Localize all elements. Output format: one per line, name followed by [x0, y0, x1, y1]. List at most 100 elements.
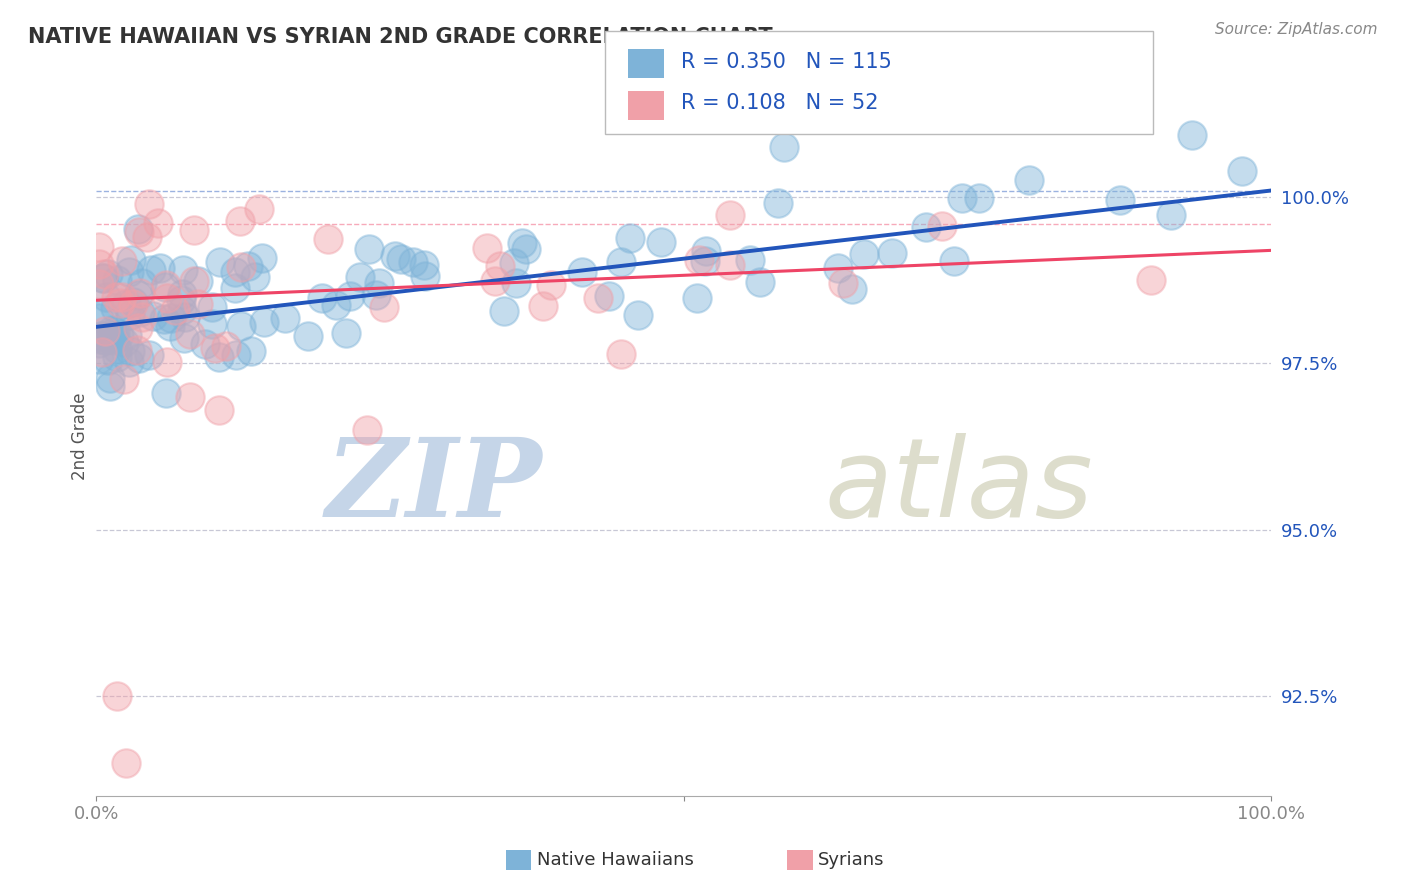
- Point: [229, 318, 252, 333]
- Point: [1018, 173, 1040, 187]
- Point: [105, 342, 128, 356]
- Point: [250, 251, 273, 265]
- Point: [87, 277, 110, 291]
- Point: [357, 242, 380, 256]
- Point: [225, 348, 247, 362]
- Point: [243, 270, 266, 285]
- Point: [155, 385, 177, 400]
- Point: [120, 253, 142, 268]
- Point: [688, 253, 710, 268]
- Point: [115, 297, 138, 311]
- Point: [204, 341, 226, 355]
- Point: [87, 311, 110, 326]
- Point: [93, 267, 115, 281]
- Point: [187, 274, 209, 288]
- Point: [93, 270, 115, 285]
- Point: [475, 241, 498, 255]
- Point: [125, 343, 148, 357]
- Point: [1230, 163, 1253, 178]
- Point: [135, 229, 157, 244]
- Point: [91, 344, 114, 359]
- Point: [1181, 128, 1204, 143]
- Point: [183, 223, 205, 237]
- Point: [349, 269, 371, 284]
- Point: [967, 191, 990, 205]
- Point: [841, 282, 863, 296]
- Point: [540, 278, 562, 293]
- Point: [155, 277, 177, 292]
- Point: [114, 756, 136, 770]
- Point: [98, 379, 121, 393]
- Point: [103, 333, 125, 347]
- Point: [586, 292, 609, 306]
- Point: [90, 332, 112, 346]
- Point: [156, 354, 179, 368]
- Point: [316, 232, 339, 246]
- Point: [104, 301, 127, 315]
- Point: [335, 326, 357, 340]
- Point: [105, 689, 128, 703]
- Point: [179, 326, 201, 341]
- Point: [105, 350, 128, 364]
- Point: [492, 304, 515, 318]
- Point: [931, 219, 953, 234]
- Point: [505, 276, 527, 290]
- Point: [718, 208, 741, 222]
- Point: [510, 235, 533, 250]
- Point: [104, 324, 127, 338]
- Point: [90, 328, 112, 343]
- Text: Source: ZipAtlas.com: Source: ZipAtlas.com: [1215, 22, 1378, 37]
- Point: [169, 293, 191, 307]
- Point: [127, 222, 149, 236]
- Point: [339, 289, 361, 303]
- Point: [101, 323, 124, 337]
- Point: [610, 347, 633, 361]
- Text: R = 0.350   N = 115: R = 0.350 N = 115: [681, 52, 891, 72]
- Point: [686, 292, 709, 306]
- Point: [170, 303, 193, 318]
- Point: [650, 235, 672, 249]
- Point: [138, 348, 160, 362]
- Point: [122, 295, 145, 310]
- Point: [142, 310, 165, 324]
- Point: [773, 140, 796, 154]
- Point: [87, 257, 110, 271]
- Point: [127, 288, 149, 302]
- Point: [224, 265, 246, 279]
- Point: [325, 298, 347, 312]
- Point: [693, 254, 716, 268]
- Point: [208, 403, 231, 417]
- Point: [153, 311, 176, 326]
- Point: [240, 343, 263, 358]
- Point: [827, 261, 849, 276]
- Point: [488, 259, 510, 273]
- Point: [156, 291, 179, 305]
- Point: [274, 311, 297, 326]
- Point: [129, 305, 152, 319]
- Point: [193, 336, 215, 351]
- Point: [515, 242, 537, 256]
- Point: [229, 260, 252, 274]
- Point: [391, 252, 413, 267]
- Point: [131, 310, 153, 324]
- Point: [117, 265, 139, 279]
- Point: [112, 372, 135, 386]
- Point: [415, 268, 437, 283]
- Point: [247, 202, 270, 216]
- Point: [94, 333, 117, 347]
- Text: atlas: atlas: [825, 434, 1094, 541]
- Point: [831, 276, 853, 290]
- Point: [748, 275, 770, 289]
- Point: [297, 328, 319, 343]
- Point: [127, 320, 149, 334]
- Point: [229, 213, 252, 227]
- Point: [740, 252, 762, 267]
- Point: [94, 290, 117, 304]
- Point: [695, 244, 717, 258]
- Point: [159, 318, 181, 333]
- Point: [153, 280, 176, 294]
- Point: [502, 256, 524, 270]
- Point: [149, 261, 172, 276]
- Point: [718, 258, 741, 272]
- Point: [183, 274, 205, 288]
